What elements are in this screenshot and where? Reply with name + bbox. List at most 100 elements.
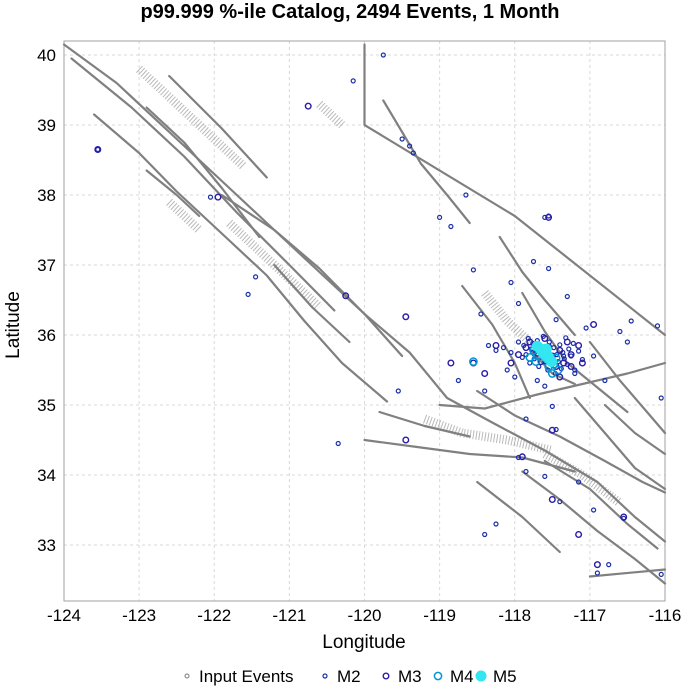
fault-line (363, 43, 667, 337)
event-point-m2 (564, 293, 570, 300)
event-point-m2 (380, 52, 386, 58)
event-point-m2 (583, 325, 589, 331)
event-point-m2 (557, 342, 563, 348)
event-point-m2 (515, 339, 522, 345)
fault-line (220, 193, 404, 358)
fault-hatching (316, 100, 346, 129)
event-point-m4 (547, 369, 557, 378)
y-tick-label: 36 (37, 326, 56, 345)
event-point-m3 (548, 496, 556, 504)
fault-line (588, 568, 667, 578)
event-point-m2 (534, 377, 540, 384)
event-point-m2 (515, 454, 522, 461)
event-point-m2 (654, 323, 661, 329)
event-point-m2 (590, 507, 597, 513)
event-point-m3 (556, 346, 564, 354)
event-point-m3 (541, 335, 549, 343)
event-point-m2 (658, 571, 664, 578)
event-point-m2 (407, 143, 413, 149)
event-point-m2 (448, 223, 454, 230)
y-tick-labels: 33 34 35 36 37 38 39 40 (37, 46, 56, 555)
event-point-m2 (437, 214, 443, 220)
event-points-layer (94, 52, 664, 578)
event-point-m2 (493, 521, 499, 527)
event-point-m3 (578, 359, 586, 367)
event-point-m3 (556, 373, 564, 381)
event-point-m2 (470, 267, 476, 273)
legend-label-m3: M3 (398, 667, 422, 686)
event-point-m3 (567, 351, 575, 359)
event-point-m3 (620, 513, 628, 521)
event-point-m2 (335, 440, 341, 447)
event-point-m2 (530, 258, 537, 265)
event-point-m2 (658, 395, 664, 401)
legend-marker-m2 (322, 673, 328, 679)
y-tick-label: 35 (37, 396, 56, 415)
event-point-m2 (628, 318, 634, 324)
event-point-m2 (463, 192, 469, 198)
event-point-m3 (304, 102, 312, 110)
fault-line (378, 410, 471, 438)
event-point-m3 (518, 453, 526, 461)
legend-label-m4: M4 (450, 667, 474, 686)
fault-hatching (226, 219, 323, 311)
event-point-m2 (594, 570, 601, 576)
event-point-m2 (350, 78, 356, 84)
event-point-m2 (575, 348, 582, 354)
event-point-m2 (399, 136, 405, 142)
y-tick-label: 38 (37, 186, 56, 205)
fault-line (476, 389, 667, 494)
event-point-m2 (485, 342, 492, 349)
event-point-m5 (540, 343, 552, 355)
legend-label-m5: M5 (493, 667, 517, 686)
event-point-m2 (500, 345, 507, 351)
fault-line (588, 340, 667, 435)
fault-line (521, 470, 667, 585)
event-point-m2 (395, 388, 401, 394)
fault-line (498, 235, 576, 337)
fault-line (168, 74, 268, 179)
event-point-m2 (95, 146, 101, 153)
y-tick-label: 34 (37, 466, 56, 485)
event-point-m4 (525, 353, 535, 362)
event-point-m3 (560, 359, 568, 367)
event-point-m3 (575, 531, 583, 539)
x-tick-label: -120 (347, 606, 381, 625)
event-point-m3 (545, 213, 553, 221)
x-tick-label: -121 (272, 606, 306, 625)
y-tick-label: 37 (37, 256, 56, 275)
event-point-m2 (523, 468, 529, 475)
event-point-m3 (507, 359, 515, 367)
event-point-m2 (207, 194, 214, 200)
x-tick-label: -123 (122, 606, 156, 625)
fault-line (363, 438, 576, 473)
fault-lines-layer (62, 43, 667, 585)
event-point-m2 (602, 377, 608, 384)
event-point-m3 (447, 359, 455, 367)
event-point-m4 (469, 357, 478, 366)
event-point-m4 (531, 357, 541, 366)
x-tick-label: -118 (498, 606, 531, 625)
event-point-m2 (575, 479, 582, 485)
legend: Input Events M2 M3 M4 M5 (184, 667, 517, 686)
chart-title: p99.999 %-ile Catalog, 2494 Events, 1 Mo… (140, 1, 559, 23)
event-point-m2 (560, 353, 567, 359)
fault-line (543, 459, 659, 550)
fault-line (573, 396, 667, 491)
event-point-m3 (567, 363, 575, 371)
x-tick-label: -119 (423, 606, 456, 625)
event-point-m3 (402, 436, 410, 444)
event-point-m2 (570, 340, 576, 346)
legend-marker-m5 (475, 670, 487, 682)
event-point-m2 (546, 339, 552, 345)
fault-line (603, 403, 667, 456)
event-point-m2 (542, 473, 548, 479)
event-point-m2 (508, 279, 514, 286)
event-point-m2 (504, 367, 510, 373)
event-point-m3 (522, 344, 530, 352)
event-point-m3 (515, 351, 523, 359)
event-point-m3 (563, 338, 571, 346)
event-point-m2 (566, 346, 572, 352)
x-tick-label: -124 (47, 606, 81, 625)
